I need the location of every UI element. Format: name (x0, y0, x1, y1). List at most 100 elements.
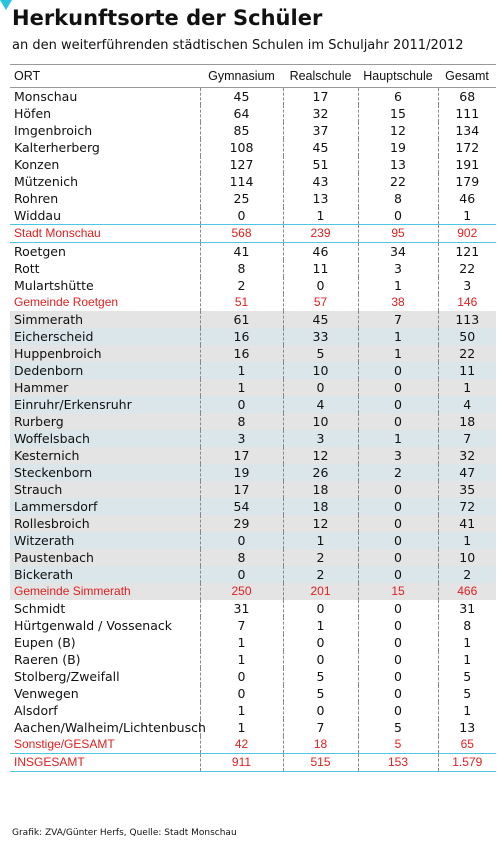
value-cell: 0 (357, 566, 438, 583)
value-cell: 42 (199, 736, 283, 754)
value-cell: 18 (282, 481, 358, 498)
value-cell: 5 (357, 719, 438, 736)
value-cell: 0 (357, 532, 438, 549)
subtitle: an den weiterführenden städtischen Schul… (12, 38, 464, 53)
table-row: Simmerath 61 45 7 113 (10, 311, 496, 328)
place-cell: Rollesbroich (10, 515, 200, 532)
table-row: Dedenborn 1 10 0 11 (10, 362, 496, 379)
value-cell: 4 (437, 396, 496, 413)
table-row: Venwegen 0 5 0 5 (10, 685, 496, 702)
place-cell: Steckenborn (10, 464, 200, 481)
value-cell: 10 (437, 549, 496, 566)
value-cell: 17 (199, 481, 283, 498)
value-cell: 65 (437, 736, 496, 754)
value-cell: 1 (437, 634, 496, 651)
value-cell: 31 (199, 600, 283, 617)
value-cell: 3 (357, 447, 438, 464)
value-cell: 0 (357, 379, 438, 396)
value-cell: 179 (437, 173, 496, 190)
value-cell: 108 (199, 139, 283, 156)
table-row: Kesternich 17 12 3 32 (10, 447, 496, 464)
subtotal-row: Sonstige/GESAMT 42 18 5 65 (10, 736, 496, 754)
place-cell: Raeren (B) (14, 652, 81, 667)
value-cell: 3 (357, 260, 438, 277)
value-cell: 8 (199, 413, 283, 430)
value-cell: 16 (199, 328, 283, 345)
value-cell: 239 (282, 224, 358, 243)
value-cell: 1 (199, 702, 283, 719)
subtotal-row: INSGESAMT 911 515 153 1.579 (10, 753, 496, 772)
table-row: Mützenich 114 43 22 179 (10, 173, 496, 190)
value-cell: 22 (437, 345, 496, 362)
table-row: Einruhr/Erkensruhr 0 4 0 4 (10, 396, 496, 413)
value-cell: 1 (199, 651, 283, 668)
value-cell: 0 (282, 651, 358, 668)
table-row: Konzen 127 51 13 191 (10, 156, 496, 173)
value-cell: 54 (199, 498, 283, 515)
table-row: Imgenbroich 85 37 12 134 (10, 122, 496, 139)
value-cell: 5 (437, 668, 496, 685)
value-cell: 2 (437, 566, 496, 583)
place-cell: Höfen (14, 106, 52, 121)
table-row: Roetgen 41 46 34 121 (10, 242, 496, 260)
value-cell: 13 (282, 190, 358, 207)
value-cell: 0 (199, 207, 283, 225)
table-row: Rollesbroich 29 12 0 41 (10, 515, 496, 532)
table-row: Witzerath 0 1 0 1 (10, 532, 496, 549)
value-cell: 22 (357, 173, 438, 190)
value-cell: 11 (437, 362, 496, 379)
place-cell: Stolberg/Zweifall (14, 669, 120, 684)
value-cell: 2 (282, 549, 358, 566)
value-cell: 2 (282, 566, 358, 583)
value-cell: 1 (437, 532, 496, 549)
place-cell: INSGESAMT (10, 753, 200, 772)
value-cell: 1 (437, 207, 496, 225)
value-cell: 19 (357, 139, 438, 156)
value-cell: 45 (282, 139, 358, 156)
table-row: Widdau 0 1 0 1 (10, 207, 496, 225)
table-row: Huppenbroich 16 5 1 22 (10, 345, 496, 362)
value-cell: 0 (357, 207, 438, 225)
value-cell: 1 (437, 651, 496, 668)
value-cell: 15 (357, 583, 438, 600)
value-cell: 1 (199, 634, 283, 651)
place-cell: Venwegen (14, 686, 79, 701)
value-cell: 32 (437, 447, 496, 464)
value-cell: 0 (357, 668, 438, 685)
value-cell: 0 (199, 685, 283, 702)
value-cell: 38 (357, 294, 438, 311)
column-header: ORT (10, 64, 200, 88)
value-cell: 37 (282, 122, 358, 139)
table-row: Eicherscheid 16 33 1 50 (10, 328, 496, 345)
value-cell: 31 (437, 600, 496, 617)
place-cell: Kalterherberg (14, 140, 100, 155)
table-row: Paustenbach 8 2 0 10 (10, 549, 496, 566)
value-cell: 0 (282, 600, 358, 617)
value-cell: 7 (199, 617, 283, 634)
value-cell: 51 (282, 156, 358, 173)
place-cell: Rott (14, 261, 40, 276)
place-cell: Alsdorf (14, 703, 58, 718)
value-cell: 2 (357, 464, 438, 481)
table-row: Schmidt 31 0 0 31 (10, 600, 496, 617)
value-cell: 7 (357, 311, 438, 328)
table-row: Lammersdorf 54 18 0 72 (10, 498, 496, 515)
table-row: Mulartshütte 2 0 1 3 (10, 277, 496, 294)
value-cell: 10 (282, 362, 358, 379)
value-cell: 5 (357, 736, 438, 754)
value-cell: 18 (282, 498, 358, 515)
value-cell: 3 (199, 430, 283, 447)
subtotal-row: Gemeinde Roetgen 51 57 38 146 (10, 294, 496, 311)
subtotal-row: Gemeinde Simmerath 250 201 15 466 (10, 583, 496, 600)
value-cell: 0 (357, 600, 438, 617)
value-cell: 57 (282, 294, 358, 311)
value-cell: 1 (357, 430, 438, 447)
value-cell: 2 (199, 277, 283, 294)
place-cell: Rohren (14, 191, 59, 206)
value-cell: 114 (199, 173, 283, 190)
place-cell: Witzerath (10, 532, 200, 549)
value-cell: 12 (282, 515, 358, 532)
value-cell: 68 (437, 87, 496, 105)
value-cell: 85 (199, 122, 283, 139)
value-cell: 1 (199, 362, 283, 379)
